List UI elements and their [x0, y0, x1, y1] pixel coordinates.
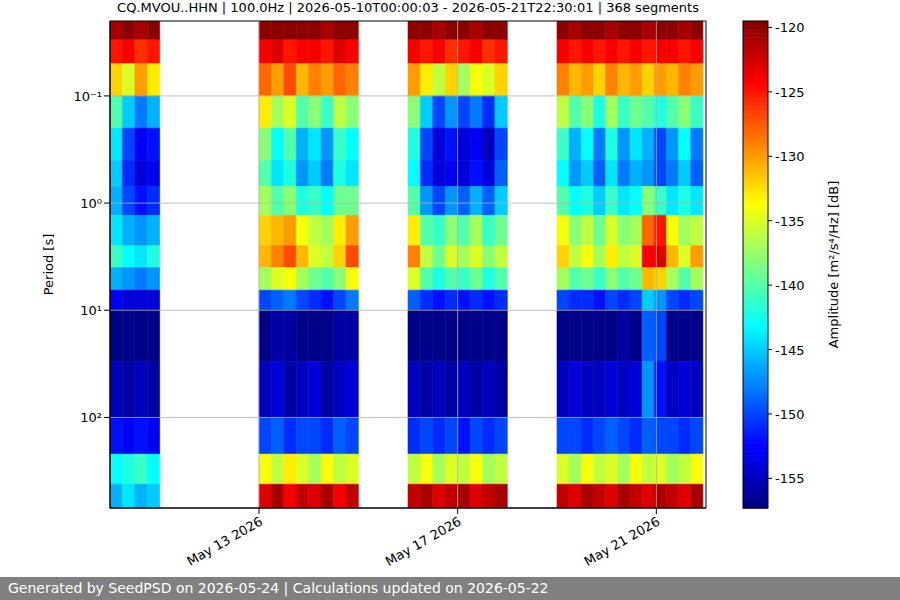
svg-text:Period [s]: Period [s]	[41, 234, 56, 296]
svg-text:-135: -135	[775, 214, 805, 229]
svg-text:May 17 2026: May 17 2026	[383, 514, 464, 569]
svg-text:-125: -125	[775, 85, 805, 100]
svg-text:-145: -145	[775, 343, 805, 358]
svg-text:Amplitude [m²/s⁴/Hz] [dB]: Amplitude [m²/s⁴/Hz] [dB]	[826, 181, 841, 349]
svg-text:10⁻¹: 10⁻¹	[73, 89, 102, 104]
html-text:Generated by SeedPSD on 2026-0: Generated by SeedPSD on 2026-05-24 | Cal…	[8, 580, 549, 596]
svg-text:May 13 2026: May 13 2026	[184, 514, 265, 569]
svg-text:-155: -155	[775, 471, 805, 486]
svg-text:10⁰: 10⁰	[80, 196, 102, 211]
svg-text:10²: 10²	[80, 410, 102, 425]
html-text:CQ.MVOU..HHN | 100.0Hz | 2026-: CQ.MVOU..HHN | 100.0Hz | 2026-05-10T00:0…	[117, 0, 699, 15]
svg-text:-150: -150	[775, 407, 805, 422]
svg-text:-120: -120	[775, 20, 805, 35]
svg-text:May 21 2026: May 21 2026	[582, 514, 663, 569]
svg-text:-140: -140	[775, 278, 805, 293]
svg-text:-130: -130	[775, 149, 805, 164]
svg-text:10¹: 10¹	[80, 303, 102, 318]
